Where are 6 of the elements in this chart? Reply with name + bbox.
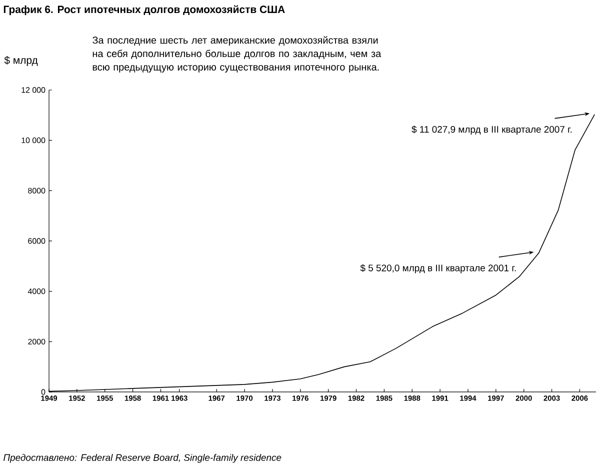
annotation: $ 11 027,9 млрд в III квартале 2007 г. xyxy=(412,126,572,135)
text: Предоставлено: Federal Reserve Board, Single-family residence xyxy=(4,454,282,463)
annotation: $ 5 520,0 млрд в III квартале 2001 г. xyxy=(360,264,516,274)
chart-title: График 6. Рост ипотечных долгов домохозяйств США xyxy=(4,5,285,16)
y-axis-title: $ млрд xyxy=(4,56,38,66)
text: За последние шесть лет американские домохозяйства взяли на себя дополнительно больше долгов по закладным, чем за всю предыдущую историю существования ипотечного рынка. xyxy=(92,36,382,73)
